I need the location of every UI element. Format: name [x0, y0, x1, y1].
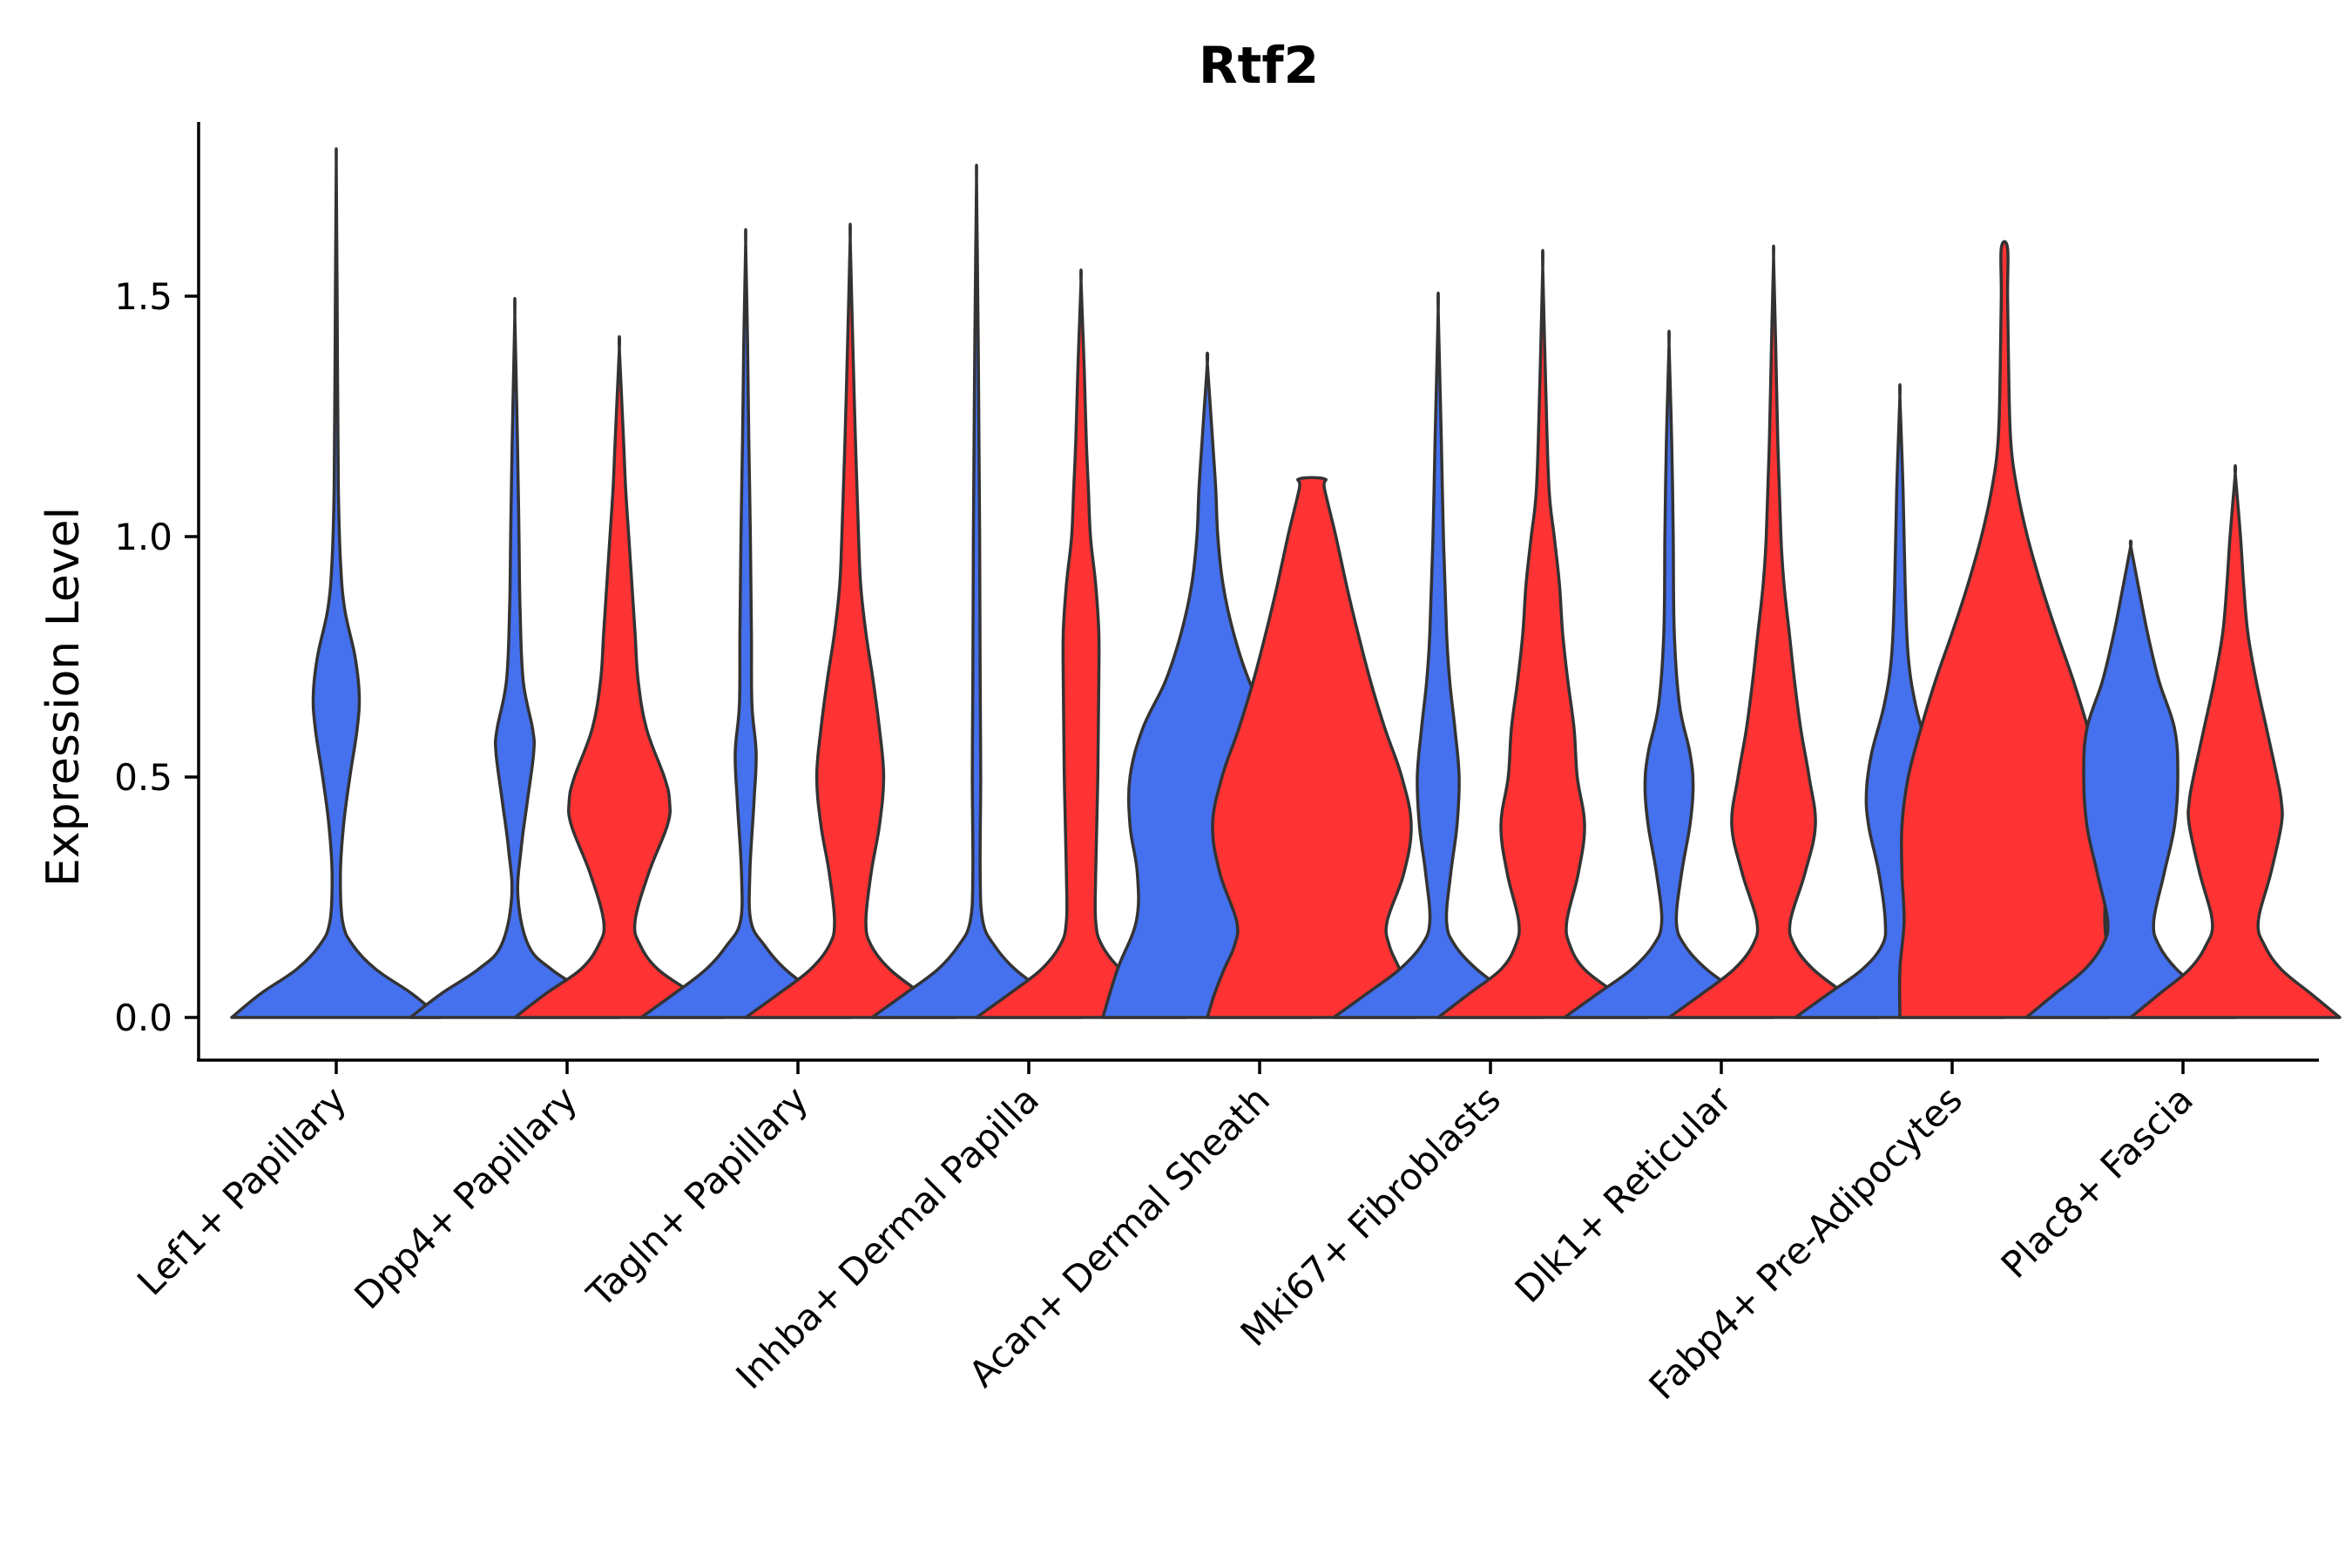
axes	[197, 122, 2319, 1062]
violin-red-acan-dermal-sheath	[1206, 476, 1418, 1019]
violin-blue-tagln-papillary	[639, 227, 852, 1019]
violin-red-tagln-papillary	[744, 222, 956, 1019]
x-tick-label-lef1-papillary: Lef1+ Papillary	[129, 1078, 355, 1303]
y-axis-label: Expression Level	[37, 507, 90, 887]
violin-blue-plac8-fascia	[2024, 539, 2237, 1019]
violin-group	[230, 147, 2342, 1019]
x-tick-label-mki67-fibroblasts: Mki67+ Fibroblasts	[1233, 1078, 1509, 1354]
violin-red-inhba-dermal-papilla	[975, 268, 1187, 1019]
violin-red-dpp4-papillary	[513, 335, 726, 1019]
violin-red-fabp4-pre-adipocytes	[1897, 240, 2112, 1019]
violin-blue-dpp4-papillary	[409, 296, 621, 1019]
violin-blue-dlk1-reticular	[1563, 329, 1775, 1019]
y-tick-label: 1.0	[114, 516, 172, 558]
y-tick-label: 0.5	[114, 756, 172, 799]
violin-blue-mki67-fibroblasts	[1332, 291, 1544, 1019]
violin-blue-lef1-papillary	[230, 147, 443, 1019]
x-tick-label-plac8-fascia: Plac8+ Fascia	[1993, 1078, 2201, 1286]
y-tick-label: 0.0	[114, 997, 172, 1039]
violin-red-dlk1-reticular	[1667, 244, 1880, 1019]
violin-blue-inhba-dermal-papilla	[870, 163, 1083, 1019]
x-tick-label-dpp4-papillary: Dpp4+ Papillary	[346, 1078, 585, 1317]
x-tick-label-dlk1-reticular: Dlk1+ Reticular	[1507, 1078, 1740, 1311]
chart-title: Rtf2	[1199, 36, 1319, 95]
violin-red-mki67-fibroblasts	[1436, 248, 1649, 1019]
x-tick-label-tagln-papillary: Tagln+ Papillary	[578, 1078, 816, 1315]
y-ticks: 0.0 0.5 1.0 1.5	[114, 275, 199, 1039]
y-tick-label: 1.5	[114, 275, 172, 318]
violin-red-plac8-fascia	[2129, 463, 2342, 1019]
